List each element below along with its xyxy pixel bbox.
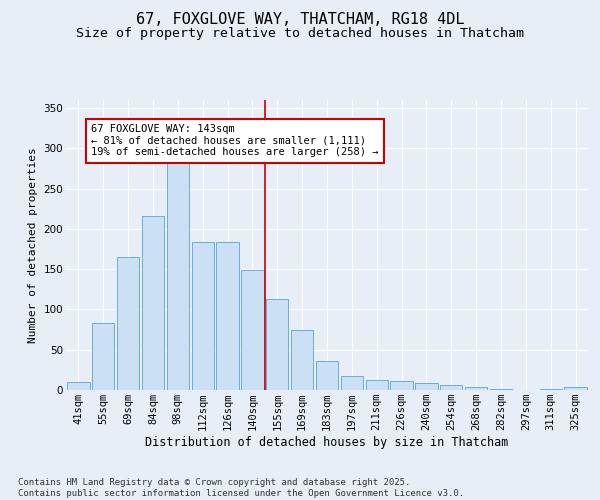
Bar (217, 242, 239, 390)
Bar (565, 387, 587, 390)
Text: 67, FOXGLOVE WAY, THATCHAM, RG18 4DL: 67, FOXGLOVE WAY, THATCHAM, RG18 4DL (136, 12, 464, 28)
Y-axis label: Number of detached properties: Number of detached properties (28, 147, 38, 343)
Bar (341, 376, 363, 390)
Bar (391, 381, 413, 390)
X-axis label: Distribution of detached houses by size in Thatcham: Distribution of detached houses by size … (145, 436, 509, 449)
Bar (142, 216, 164, 390)
Bar (440, 385, 463, 390)
Bar (241, 270, 263, 390)
Bar (67, 382, 89, 390)
Bar (291, 330, 313, 390)
Bar (117, 257, 139, 390)
Bar (365, 380, 388, 390)
Bar (92, 323, 115, 390)
Bar (539, 389, 562, 390)
Text: Size of property relative to detached houses in Thatcham: Size of property relative to detached ho… (76, 28, 524, 40)
Text: 67 FOXGLOVE WAY: 143sqm
← 81% of detached houses are smaller (1,111)
19% of semi: 67 FOXGLOVE WAY: 143sqm ← 81% of detache… (91, 124, 379, 158)
Bar (167, 162, 189, 390)
Text: Contains HM Land Registry data © Crown copyright and database right 2025.
Contai: Contains HM Land Registry data © Crown c… (18, 478, 464, 498)
Bar (465, 387, 487, 390)
Bar (266, 299, 289, 390)
Bar (490, 389, 512, 390)
Bar (316, 361, 338, 390)
Bar (191, 242, 214, 390)
Bar (415, 383, 437, 390)
